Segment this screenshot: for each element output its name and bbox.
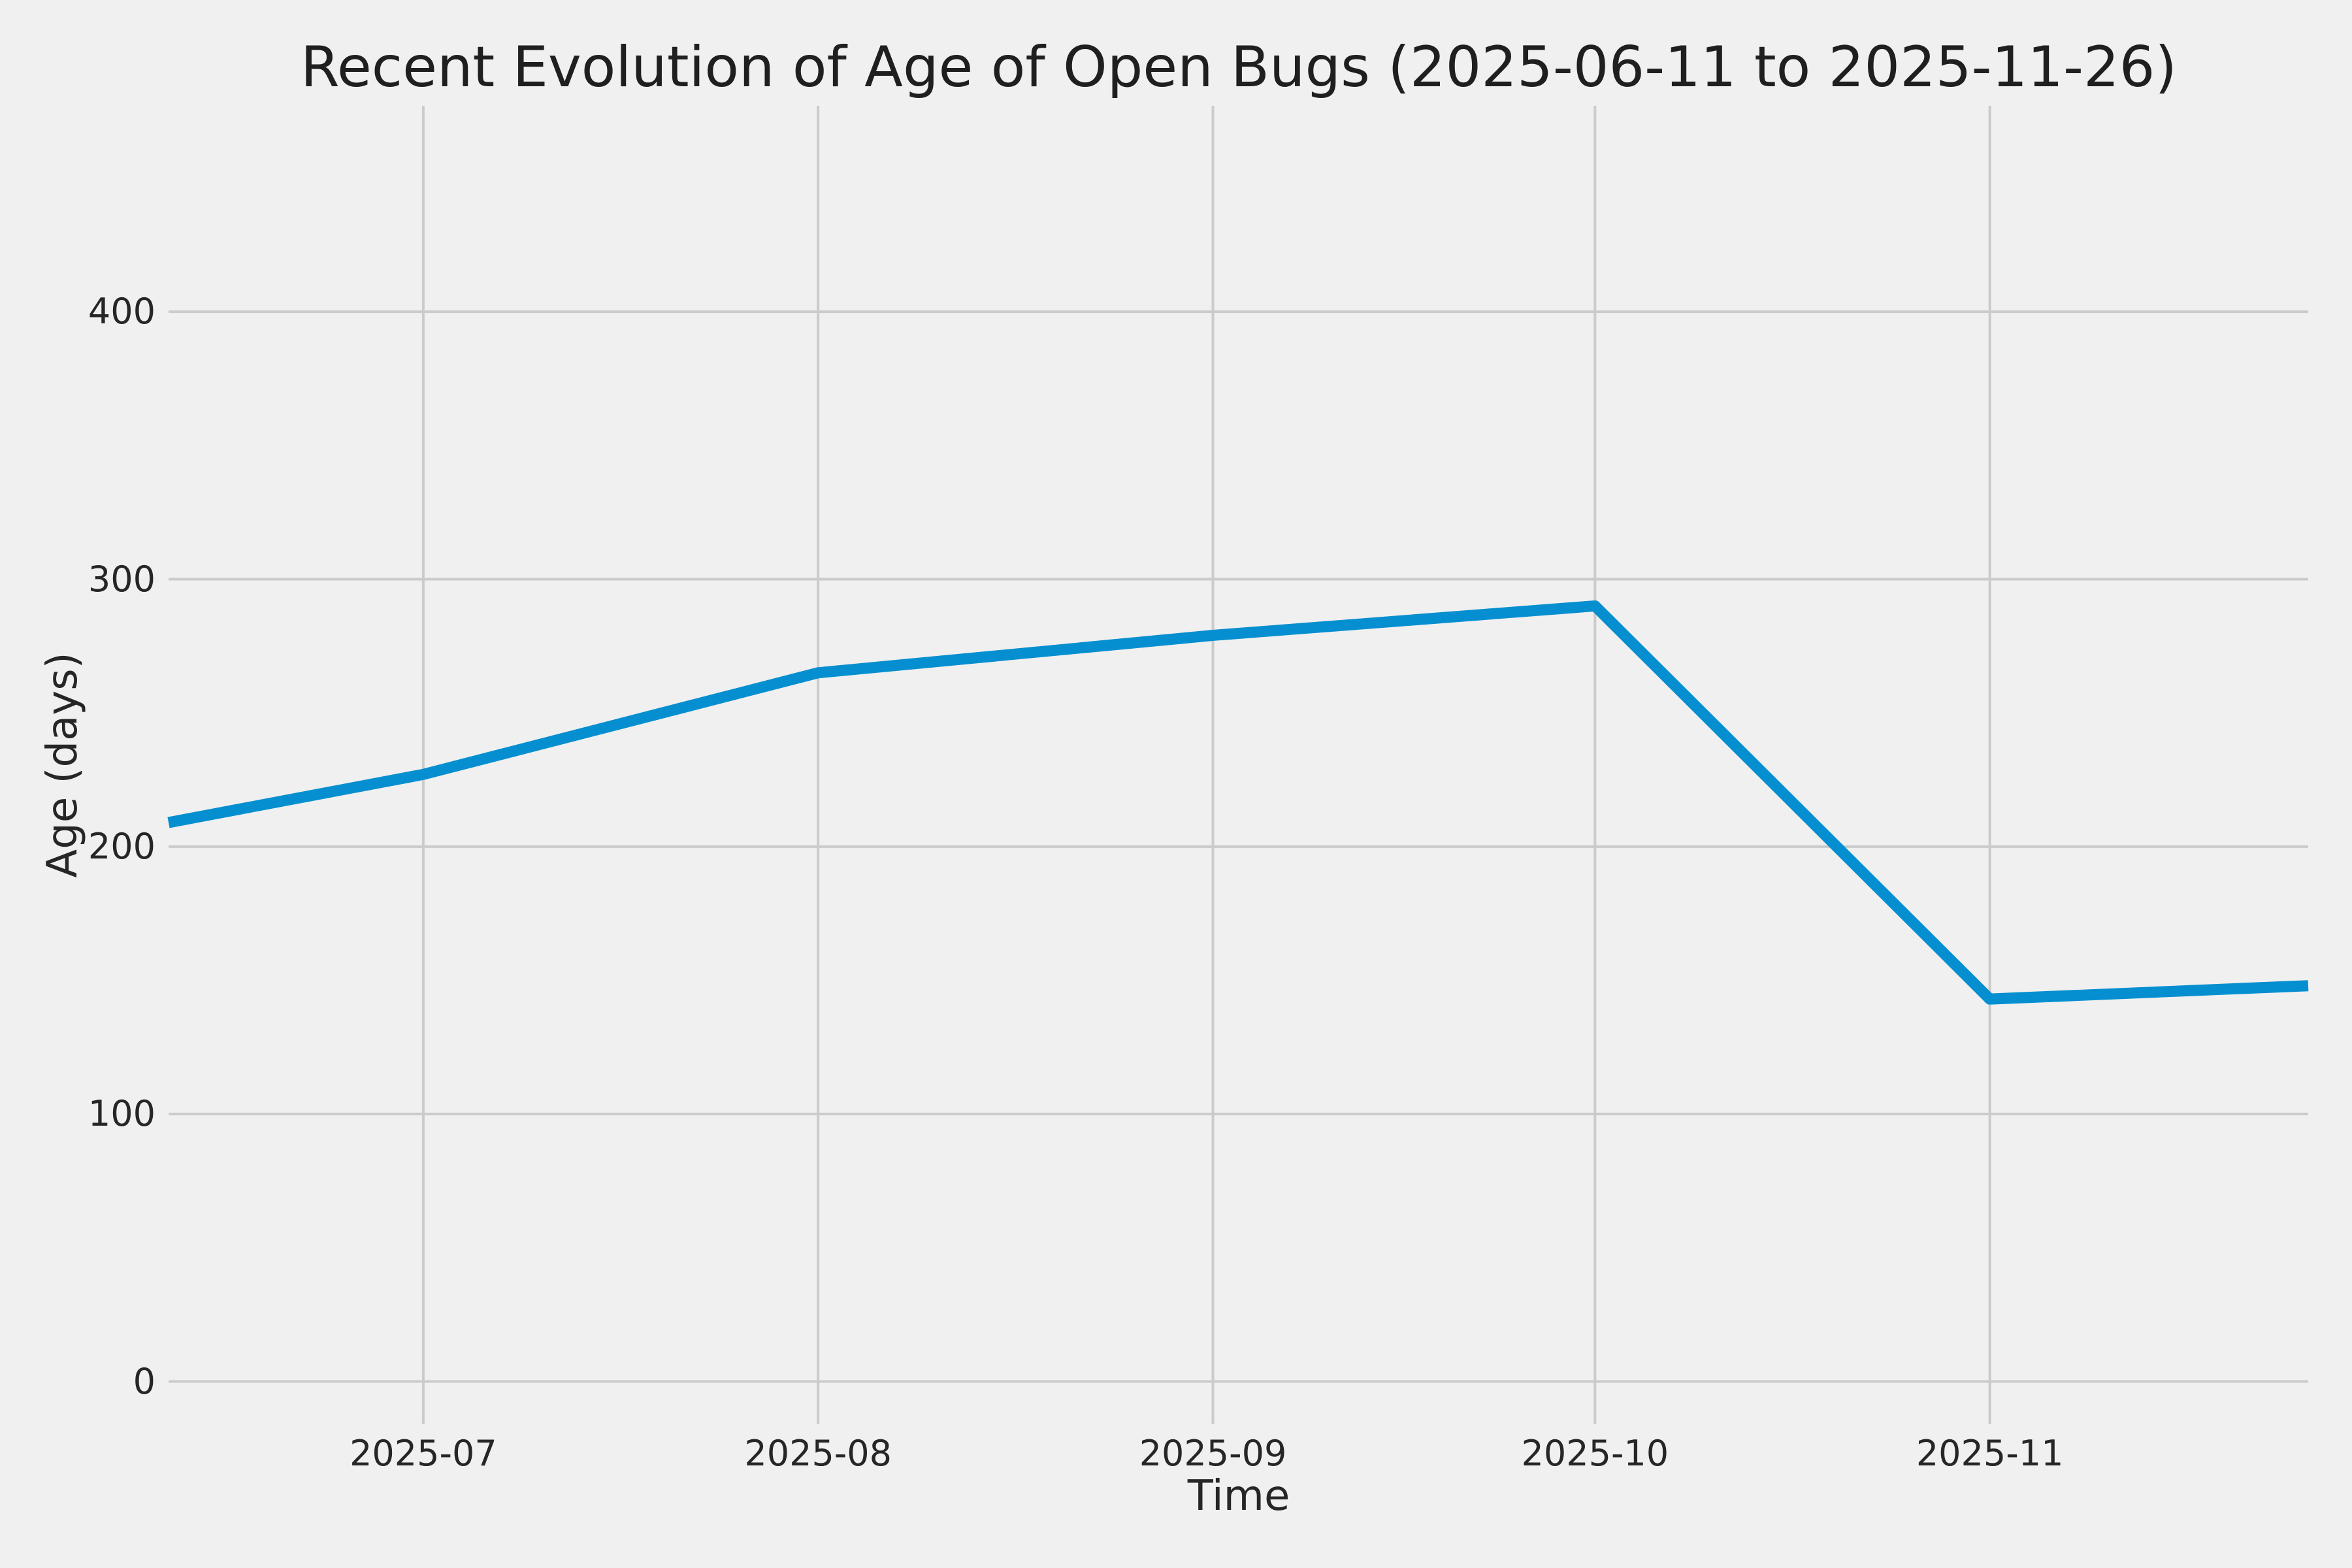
- x-axis-label: Time: [1187, 1472, 1290, 1520]
- bug-age-line: [167, 600, 2309, 1005]
- gridlines: [169, 106, 2308, 1424]
- chart-title: Recent Evolution of Age of Open Bugs (20…: [301, 35, 2177, 100]
- y-axis-label: Age (days): [39, 652, 87, 878]
- y-tick-label: 0: [133, 1360, 155, 1402]
- x-tick-label: 2025-08: [744, 1433, 892, 1474]
- y-tick-label: 200: [88, 825, 155, 867]
- y-tick-label: 100: [88, 1093, 155, 1135]
- y-tick-label: 300: [88, 558, 155, 600]
- x-tick-label: 2025-10: [1521, 1433, 1669, 1474]
- y-tick-label: 400: [88, 291, 155, 333]
- x-tick-label: 2025-11: [1916, 1433, 2064, 1474]
- x-tick-label: 2025-07: [350, 1433, 497, 1474]
- x-tick-label: 2025-09: [1139, 1433, 1287, 1474]
